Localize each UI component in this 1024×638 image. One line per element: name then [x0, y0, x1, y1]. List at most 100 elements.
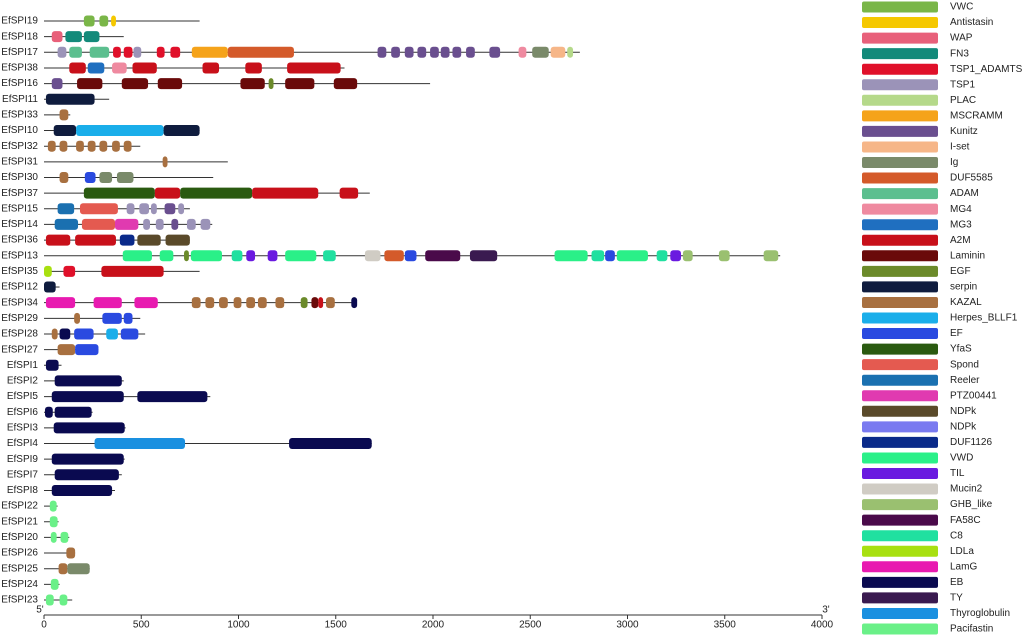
domain: [404, 250, 417, 262]
protein-label: EfSPI27: [1, 344, 38, 355]
legend-label: MG3: [950, 219, 972, 230]
domain: [113, 46, 121, 58]
protein-label: EfSPI17: [1, 47, 38, 58]
domain: [89, 46, 110, 58]
domain: [45, 297, 76, 309]
legend-label: EF: [950, 328, 963, 339]
legend-swatch: [862, 234, 938, 246]
legend-swatch: [862, 110, 938, 122]
protein-label: EfSPI7: [7, 469, 39, 480]
domain: [49, 500, 57, 512]
domain: [178, 203, 185, 215]
domain: [121, 78, 149, 90]
domain: [391, 46, 400, 58]
domain: [246, 250, 256, 262]
x-tick-label: 2000: [422, 620, 445, 631]
domain: [268, 78, 274, 90]
legend-swatch: [862, 576, 938, 588]
legend-label: PTZ00441: [950, 390, 997, 401]
protein-label: EfSPI3: [7, 423, 39, 434]
legend-label: LamG: [950, 561, 977, 572]
domain: [111, 15, 116, 27]
x-tick-label: 500: [133, 620, 150, 631]
domain: [333, 78, 358, 90]
domain: [591, 250, 605, 262]
legend-label: I-set: [950, 142, 970, 153]
protein-label: EfSPI20: [1, 532, 38, 543]
domain: [83, 31, 100, 43]
legend-swatch: [862, 468, 938, 479]
domain: [200, 218, 211, 230]
protein-label: EfSPI13: [1, 250, 38, 261]
domain: [87, 62, 105, 74]
domain: [51, 484, 113, 496]
legend-swatch: [862, 312, 938, 324]
domain: [44, 281, 56, 293]
domain: [49, 516, 58, 528]
domain: [58, 563, 68, 575]
domain: [44, 406, 53, 418]
domain: [94, 438, 186, 450]
domain: [616, 250, 648, 262]
domain: [57, 46, 67, 58]
legend-swatch: [862, 63, 938, 75]
domain: [83, 187, 155, 199]
domain: [120, 328, 139, 340]
legend-label: Mucin2: [950, 484, 983, 495]
domain: [162, 156, 168, 168]
domain: [156, 46, 165, 58]
protein-label: EfSPI30: [1, 172, 38, 183]
domain: [76, 125, 164, 137]
protein-label: EfSPI23: [1, 595, 38, 606]
domain: [51, 328, 58, 340]
end-label-5: 5': [36, 605, 44, 616]
legend-label: GHB_like: [950, 499, 993, 510]
domain: [155, 218, 164, 230]
domain: [87, 140, 96, 152]
domain: [44, 265, 52, 277]
domain: [275, 297, 285, 309]
domain: [240, 78, 265, 90]
domain: [84, 171, 96, 183]
domain: [289, 438, 372, 450]
domain: [45, 93, 95, 105]
x-tick-label: 3000: [616, 620, 639, 631]
legend-label: serpin: [950, 282, 977, 293]
domain: [440, 46, 450, 58]
domain: [682, 250, 693, 262]
legend-label: Spond: [950, 359, 979, 370]
legend-label: FA58C: [950, 515, 981, 526]
protein-label: EfSPI4: [7, 438, 39, 449]
protein-label: EfSPI6: [7, 407, 39, 418]
domain: [99, 171, 113, 183]
domain: [45, 234, 71, 246]
domain: [59, 171, 69, 183]
legend-swatch: [862, 545, 938, 557]
protein-label: EfSPI24: [1, 579, 38, 590]
legend-swatch: [862, 265, 938, 277]
domain: [466, 46, 475, 58]
domain: [79, 203, 118, 215]
protein-label: EfSPI38: [1, 63, 38, 74]
domain: [59, 140, 68, 152]
domain: [605, 250, 615, 262]
domain: [59, 328, 71, 340]
domain: [300, 297, 308, 309]
domain: [59, 109, 69, 121]
legend-swatch: [862, 125, 938, 137]
domain: [150, 203, 157, 215]
domain: [326, 297, 335, 309]
domain: [137, 234, 161, 246]
domain: [252, 187, 319, 199]
legend-label: Kunitz: [950, 126, 978, 137]
domain: [54, 375, 122, 387]
domain: [670, 250, 681, 262]
domain: [287, 62, 341, 74]
domain: [143, 218, 151, 230]
legend-swatch: [862, 514, 938, 526]
legend-label: DUF1126: [950, 437, 992, 448]
protein-label: EfSPI16: [1, 78, 38, 89]
domain: [63, 265, 76, 277]
domain: [227, 46, 294, 58]
domain: [50, 578, 59, 590]
